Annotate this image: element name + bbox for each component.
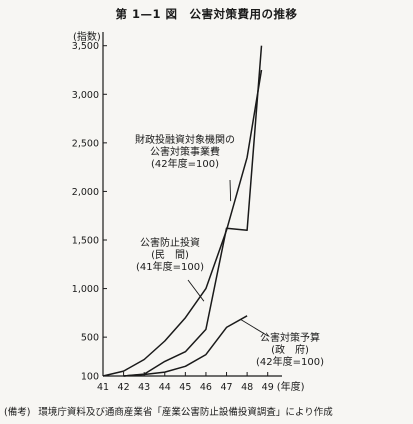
source-text: 環境庁資料及び通商産業省「産業公害防止設備投資調査」により作成	[38, 407, 333, 418]
series-line-3	[123, 315, 248, 377]
y-tick-label: 2,500	[72, 138, 99, 149]
series-label-2: 公害防止投資	[140, 236, 200, 249]
x-tick-label: 48	[241, 382, 253, 393]
series-label-2: (民 間)	[151, 249, 189, 261]
source-note: (備考) 環境庁資料及び通商産業省「産業公害防止設備投資調査」により作成	[4, 404, 413, 418]
series-label-3: (42年度=100)	[256, 355, 324, 368]
chart-title: 第 1—1 図 公害対策費用の推移	[115, 7, 298, 21]
series-line-1	[123, 45, 263, 377]
series-label-1: 財政投融資対象機関の	[135, 133, 235, 146]
x-axis-label: (年度)	[277, 380, 305, 393]
y-tick-label: 2,000	[72, 187, 99, 198]
series-line-2	[102, 69, 263, 377]
x-tick-label: 45	[179, 382, 191, 393]
y-tick-label: 500	[81, 333, 99, 344]
line-chart: 100 500 1,000 1,500 2,000 2,500 3,000 3,500 41 42…	[72, 30, 324, 393]
x-tick-label: 43	[138, 382, 150, 393]
series-leader-line-2	[187, 279, 205, 302]
y-axis-label: (指数)	[73, 30, 101, 43]
x-tick-label: 42	[118, 382, 130, 393]
x-tick-label: 44	[159, 382, 171, 393]
y-tick-label: 1,000	[72, 284, 99, 295]
x-tick-label: 49	[262, 382, 274, 393]
y-tick-label: 3,500	[72, 41, 99, 52]
series-leader-line-3	[240, 319, 269, 337]
x-tick-label: 47	[220, 382, 232, 393]
x-tick-label: 46	[200, 382, 212, 393]
x-tick-label: 41	[97, 382, 109, 393]
series-label-1: (42年度=100)	[151, 157, 219, 170]
y-tick-label: 1,500	[72, 236, 99, 247]
y-tick-label: 3,000	[72, 90, 99, 101]
series-label-2: (41年度=100)	[136, 260, 204, 273]
series-label-1: 公害対策事業費	[150, 145, 220, 158]
y-tick-label: 100	[81, 372, 99, 383]
series-leader-line-1	[229, 179, 232, 202]
series-label-3: 公害対策予算	[260, 331, 320, 344]
series-label-3: (政 府)	[271, 343, 309, 356]
source-tag: (備考)	[4, 407, 31, 418]
